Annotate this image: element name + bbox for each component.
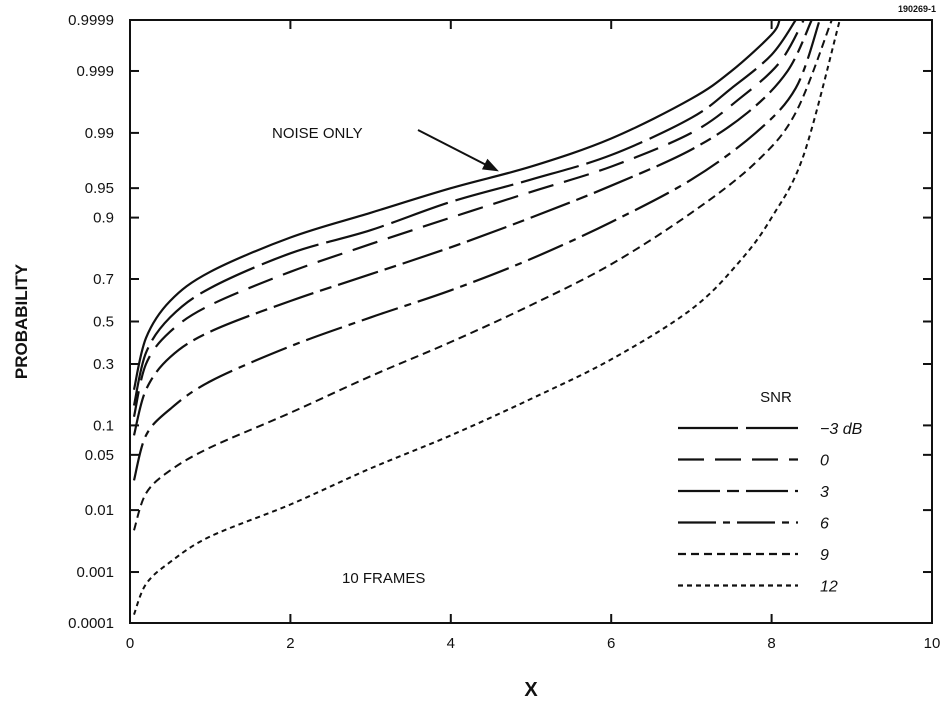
y-tick-label: 0.5: [93, 314, 114, 331]
y-tick-label: 0.9999: [68, 12, 114, 29]
y-tick-label: 0.3: [93, 356, 114, 373]
noise-only-annotation: NOISE ONLY: [272, 125, 363, 142]
tick-labels-layer: 0 2 4 6 8 10 0.0001 0.001 0.01 0.05 0.1 0.3 0.5 0.7 0.…: [68, 12, 940, 652]
series-line-0: [132, 19, 805, 418]
y-tick-label: 0.7: [93, 271, 114, 288]
legend-label: −3 dB: [820, 421, 863, 438]
y-tick-label: 0.9: [93, 210, 114, 227]
series-line-noise-only: [132, 19, 781, 390]
frames-annotation: 10 FRAMES: [342, 570, 425, 587]
figure-id: 190269-1: [898, 4, 936, 14]
x-axis-label: X: [524, 679, 538, 701]
x-tick-label: 6: [607, 635, 615, 652]
series-layer: [132, 19, 841, 615]
y-tick-label: 0.01: [85, 502, 114, 519]
x-tick-label: 0: [126, 635, 134, 652]
y-tick-label: 0.001: [76, 564, 114, 581]
y-tick-label: 0.999: [76, 63, 114, 80]
y-tick-label: 0.0001: [68, 615, 114, 632]
x-tick-label: 2: [286, 635, 294, 652]
noise-only-arrow-icon: [417, 129, 492, 169]
legend: SNR −3 dB 0 3 6 9 12: [678, 389, 863, 596]
y-tick-label: 0.1: [93, 417, 114, 434]
series-line--3-db: [132, 19, 797, 406]
legend-label: 0: [820, 453, 829, 470]
series-line-3: [132, 19, 813, 436]
legend-title: SNR: [760, 389, 792, 406]
arrow-head-icon: [481, 158, 499, 172]
series-line-9: [133, 19, 833, 531]
legend-label: 3: [820, 484, 829, 501]
x-tick-label: 10: [924, 635, 941, 652]
series-line-6: [132, 19, 821, 481]
x-tick-label: 8: [767, 635, 775, 652]
legend-label: 12: [820, 579, 838, 596]
ticks-layer: [129, 19, 933, 624]
series-line-12: [133, 19, 841, 615]
x-tick-label: 4: [447, 635, 455, 652]
y-tick-label: 0.95: [85, 180, 114, 197]
annotations-layer: NOISE ONLY 10 FRAMES: [272, 125, 499, 587]
y-axis-label: PROBABILITY: [12, 263, 31, 379]
legend-label: 9: [820, 547, 829, 564]
y-tick-label: 0.99: [85, 125, 114, 142]
y-tick-label: 0.05: [85, 447, 114, 464]
legend-label: 6: [820, 516, 829, 533]
